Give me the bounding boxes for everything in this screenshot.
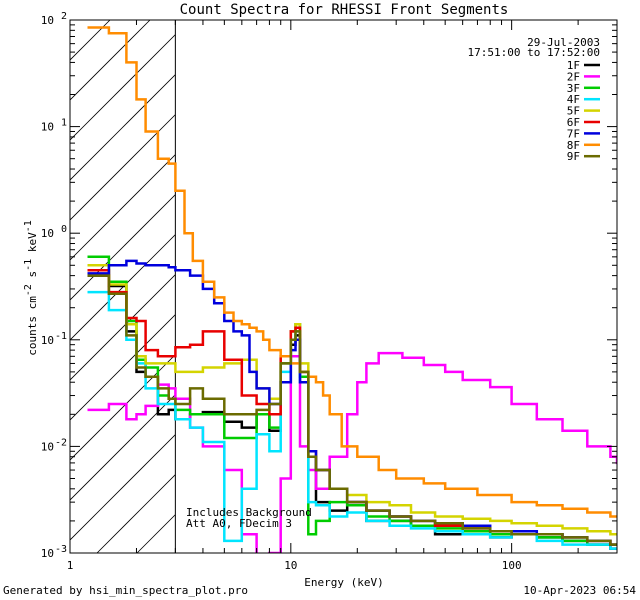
y-tick-exponent: -3	[55, 544, 67, 555]
x-axis-label: Energy (keV)	[304, 576, 383, 589]
annotation-attenuator: Att A0, FDecim 3	[186, 517, 292, 530]
x-tick-label: 1	[67, 559, 74, 572]
y-tick-label: 10	[41, 227, 54, 240]
legend-label-7F: 7F	[567, 127, 580, 140]
legend-date: 29-Jul-2003	[527, 36, 600, 49]
y-tick-base: 10	[41, 121, 54, 134]
y-tick-label: 10	[41, 547, 54, 560]
y-axis-label-mid: s	[26, 271, 39, 284]
footer-generated-by: Generated by hsi_min_spectra_plot.pro	[3, 584, 248, 597]
y-tick-base: 10	[41, 334, 54, 347]
y-axis-label-exp3: -1	[23, 220, 34, 232]
hatch-mask	[175, 20, 617, 553]
y-axis-label-main: counts cm	[26, 296, 39, 356]
y-axis-label-exp2: -1	[23, 259, 34, 271]
y-axis-label-end: keV	[26, 232, 39, 259]
legend-label-1F: 1F	[567, 59, 580, 72]
y-tick-base: 10	[41, 227, 54, 240]
y-tick-label: 10	[41, 440, 54, 453]
footer-timestamp: 10-Apr-2023 06:54	[523, 584, 636, 597]
x-tick-label: 10	[284, 559, 297, 572]
y-tick-exponent: 2	[61, 11, 67, 22]
hatch-line	[70, 20, 231, 181]
y-tick-label: 10	[41, 334, 54, 347]
legend-label-6F: 6F	[567, 116, 580, 129]
y-axis-label: counts cm-2 s-1 keV-1	[23, 220, 39, 356]
series-line-7F	[87, 259, 617, 546]
x-tick-label: 100	[502, 559, 522, 572]
legend-label-9F: 9F	[567, 150, 580, 163]
low-energy-hatch	[70, 20, 617, 553]
y-tick-label: 10	[41, 14, 54, 27]
y-tick-label: 10	[41, 121, 54, 134]
y-axis-label-exp1: -2	[23, 284, 34, 296]
plot-frame	[69, 19, 618, 554]
legend-label-5F: 5F	[567, 105, 580, 118]
y-tick-exponent: -1	[55, 331, 67, 342]
legend-label-2F: 2F	[567, 70, 580, 83]
hatch-line	[70, 20, 191, 141]
y-tick-base: 10	[41, 440, 54, 453]
hatch-line	[70, 20, 71, 21]
y-tick-base: 10	[41, 14, 54, 27]
series-line-9F	[87, 274, 617, 546]
y-tick-exponent: -2	[55, 437, 67, 448]
legend-label-3F: 3F	[567, 82, 580, 95]
y-tick-exponent: 0	[61, 224, 67, 235]
y-tick-exponent: 1	[61, 118, 67, 129]
chart-title: Count Spectra for RHESSI Front Segments	[180, 2, 509, 18]
series-group	[87, 26, 617, 553]
y-tick-base: 10	[41, 547, 54, 560]
series-line-8F	[87, 26, 617, 518]
legend-label-4F: 4F	[567, 93, 580, 106]
annotation-background: Includes Background	[186, 506, 312, 519]
legend-label-8F: 8F	[567, 139, 580, 152]
legend-time-range: 17:51:00 to 17:52:00	[468, 46, 600, 59]
hatch-line	[70, 20, 111, 61]
